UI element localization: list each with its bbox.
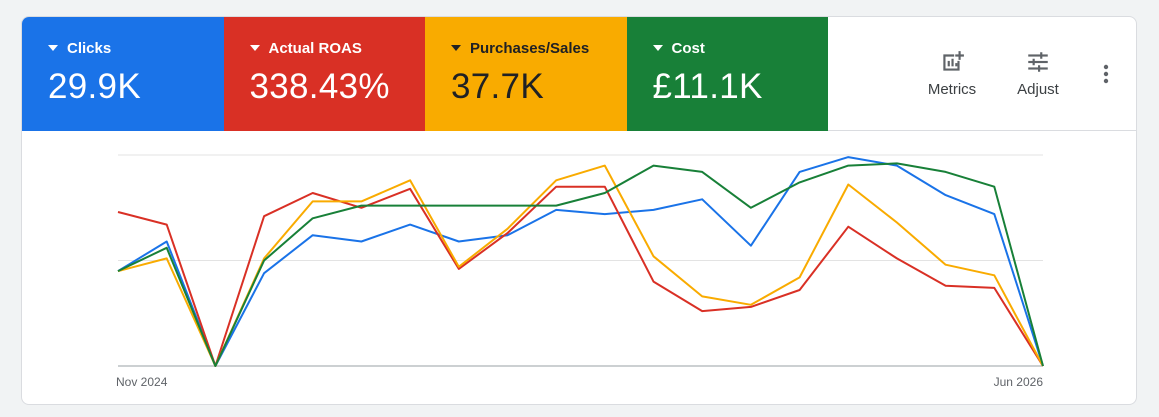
caret-down-icon[interactable] <box>451 45 461 51</box>
chart-toolbar: Metrics Adjust <box>828 17 1136 131</box>
metric-tile-actual-roas[interactable]: Actual ROAS 338.43% <box>223 17 426 131</box>
metric-label: Clicks <box>67 39 112 57</box>
adjust-label: Adjust <box>1017 81 1059 98</box>
caret-down-icon[interactable] <box>652 45 663 51</box>
metric-tiles: Clicks 29.9K Actual ROAS 338.43% Purchas… <box>22 17 828 131</box>
tune-icon <box>1028 52 1048 72</box>
metric-tile-clicks[interactable]: Clicks 29.9K <box>22 17 224 131</box>
metrics-label: Metrics <box>927 81 977 98</box>
metric-label: Cost <box>671 39 705 57</box>
metric-tile-cost[interactable]: Cost £11.1K <box>626 17 829 131</box>
metric-label: Actual ROAS <box>268 39 362 57</box>
series-line-cost[interactable] <box>117 162 1044 367</box>
metric-tile-header: Clicks <box>48 39 224 57</box>
adjust-button[interactable]: Adjust <box>1008 49 1068 98</box>
more-vert-icon <box>1103 64 1109 84</box>
series-line-purchases-sales[interactable] <box>117 164 1044 367</box>
add-chart-icon <box>943 51 964 71</box>
more-options-button[interactable] <box>1096 62 1116 86</box>
x-tick-label-start: Nov 2024 <box>116 375 168 389</box>
x-tick-label-end: Jun 2026 <box>994 375 1044 389</box>
metrics-button[interactable]: Metrics <box>922 49 982 98</box>
metric-label: Purchases/Sales <box>470 39 590 57</box>
metric-tile-header: Actual ROAS <box>249 39 426 57</box>
caret-down-icon[interactable] <box>48 45 58 51</box>
line-chart: Nov 2024 Jun 2026 <box>116 154 1044 389</box>
metric-value: 29.9K <box>48 67 141 106</box>
caret-down-icon[interactable] <box>249 45 260 51</box>
metric-value: 338.43% <box>249 67 390 106</box>
metric-tile-header: Purchases/Sales <box>451 39 627 57</box>
metric-tile-header: Cost <box>652 39 829 57</box>
chart-area: Nov 2024 Jun 2026 <box>22 131 1136 404</box>
metric-tile-purchases-sales[interactable]: Purchases/Sales 37.7K <box>425 17 627 131</box>
metric-value: 37.7K <box>451 67 544 106</box>
performance-card: Clicks 29.9K Actual ROAS 338.43% Purchas… <box>21 16 1137 405</box>
metric-value: £11.1K <box>652 67 763 106</box>
series-line-actual-roas[interactable] <box>117 185 1044 367</box>
